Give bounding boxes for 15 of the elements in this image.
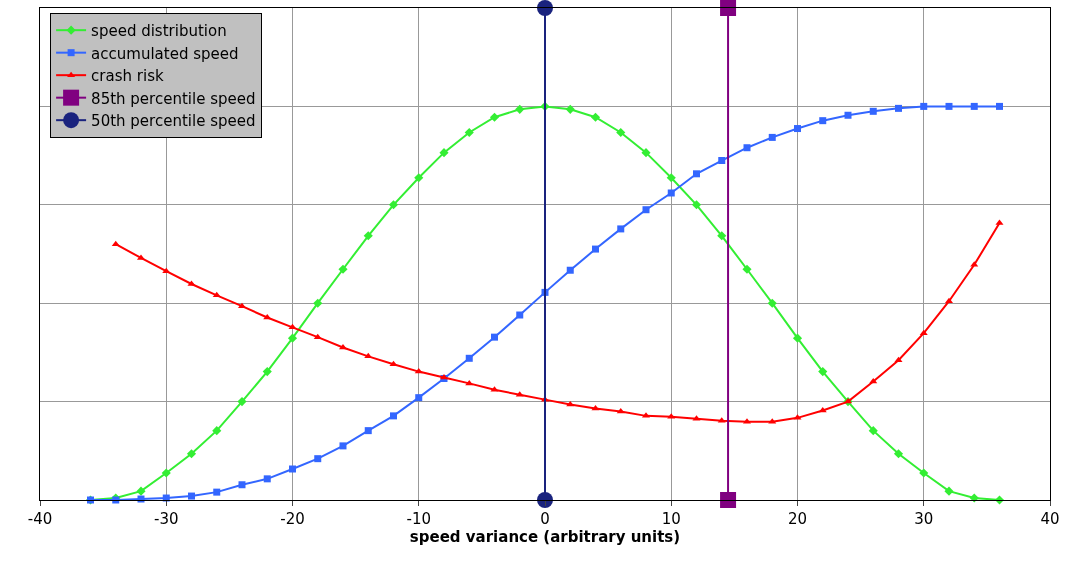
x-tick-label: -20: [280, 510, 305, 528]
x-tick-label: -30: [154, 510, 179, 528]
legend-label: speed distribution: [91, 22, 227, 41]
x-tick-label: 40: [1040, 510, 1060, 528]
x-tick-label: 30: [914, 510, 934, 528]
x-tick-label: 10: [661, 510, 681, 528]
x-axis-title: speed variance (arbitrary units): [409, 528, 681, 546]
legend-label: crash risk: [91, 67, 164, 86]
x-tick-label: -40: [27, 510, 53, 528]
x-tick-label: 20: [787, 510, 808, 528]
x-tick-label: 0: [540, 510, 550, 528]
legend-label: 85th percentile speed: [91, 89, 256, 108]
x-tick-label: -10: [406, 510, 431, 528]
legend-label: 50th percentile speed: [91, 112, 256, 131]
legend-label: accumulated speed: [91, 44, 239, 63]
